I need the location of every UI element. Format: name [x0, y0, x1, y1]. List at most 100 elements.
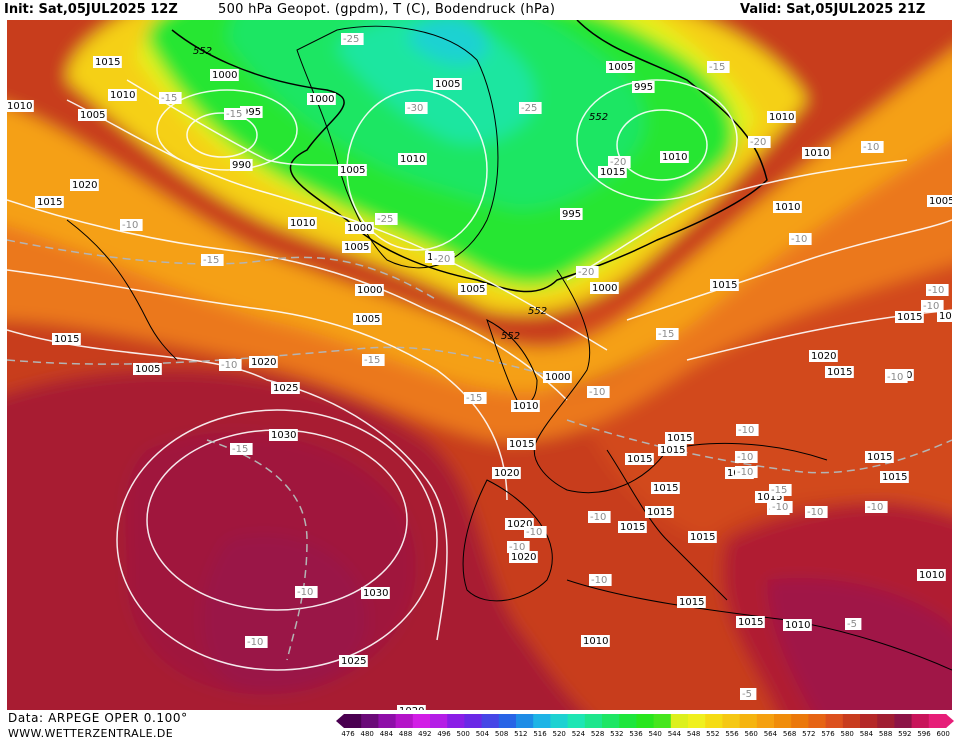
colorbar-tick-label: 600: [936, 730, 950, 738]
isotherm-label: -10: [770, 501, 793, 513]
colorbar-tick-label: 576: [821, 730, 835, 738]
svg-text:-10: -10: [737, 467, 753, 478]
isotherm-label: -10: [865, 501, 888, 513]
isobar-label: 1015: [665, 432, 694, 444]
svg-text:1005: 1005: [435, 79, 460, 90]
svg-text:-15: -15: [226, 109, 242, 120]
isobar-label: 1000: [590, 282, 619, 294]
isotherm-label: -10: [589, 574, 612, 586]
svg-text:-20: -20: [434, 254, 450, 265]
map-footer: Data: ARPEGE OPER 0.100° WWW.WETTERZENTR…: [0, 710, 959, 741]
isobar-label: 1010: [288, 217, 317, 229]
isotherm-label: -20: [608, 156, 631, 168]
svg-text:-15: -15: [771, 485, 787, 496]
isobar-label: 1000: [355, 284, 384, 296]
svg-text:-5: -5: [742, 689, 752, 700]
isobar-label: 1010: [581, 635, 610, 647]
isobar-label: 1030: [269, 429, 298, 441]
isotherm-label: -10: [507, 541, 530, 553]
svg-text:1005: 1005: [80, 110, 105, 121]
geopotential-label-layer: 552 552 552 552: [193, 46, 608, 342]
colorbar-tick-label: 492: [418, 730, 432, 738]
isobar-label: 1015: [658, 444, 687, 456]
colorbar-tick-label: 580: [840, 730, 854, 738]
colorbar-tick-label: 540: [648, 730, 662, 738]
svg-text:-20: -20: [610, 157, 626, 168]
svg-text:-10: -10: [791, 234, 807, 245]
isotherm-label: -15: [362, 354, 385, 366]
colorbar-segment: [670, 714, 689, 728]
isobar-label: 1030: [361, 587, 390, 599]
svg-text:1010: 1010: [662, 152, 687, 163]
isobar-label: 1015: [507, 438, 536, 450]
colorbar-segment: [842, 714, 861, 728]
colorbar-labels: 476 480 484 488 492 496 500 504 508 512 516 520 524 5…: [341, 730, 954, 740]
colorbar-segment: [447, 714, 465, 728]
svg-text:1010: 1010: [7, 101, 32, 112]
svg-text:1010: 1010: [769, 112, 794, 123]
weather-map: 1015 1010 1005 1000 995 990 1000 1005 1010 1005 10…: [7, 20, 952, 710]
colorbar-tick-label: 512: [514, 730, 528, 738]
svg-text:1015: 1015: [757, 492, 782, 503]
svg-text:552: 552: [589, 112, 608, 123]
svg-text:1005: 1005: [340, 165, 365, 176]
isotherm-label: -10: [736, 424, 759, 436]
svg-text:1025: 1025: [273, 383, 298, 394]
svg-text:1005: 1005: [460, 284, 485, 295]
colorbar-tick-label: 508: [494, 730, 509, 738]
colorbar-segment: [533, 714, 551, 728]
svg-text:1015: 1015: [897, 312, 922, 323]
geopotential-label: 552: [589, 112, 608, 123]
colorbar-tick-label: 504: [475, 730, 490, 738]
colorbar-segment: [361, 714, 379, 728]
colorbar-tick-label: 488: [398, 730, 413, 738]
svg-text:1020: 1020: [494, 468, 519, 479]
svg-text:1015: 1015: [712, 280, 737, 291]
svg-text:-15: -15: [203, 255, 219, 266]
colorbar-tick-label: 496: [437, 730, 451, 738]
isobar-label: 1020: [509, 551, 538, 563]
svg-text:1005: 1005: [355, 314, 380, 325]
svg-text:1020: 1020: [511, 552, 536, 563]
isotherm-label: -5: [845, 618, 862, 630]
svg-text:1000: 1000: [357, 285, 382, 296]
isobar-label: 1015: [677, 596, 706, 608]
svg-text:-15: -15: [466, 393, 482, 404]
weather-map-svg: 1015 1010 1005 1000 995 990 1000 1005 1010 1005 10…: [7, 20, 952, 710]
svg-text:1020: 1020: [507, 519, 532, 530]
isobar-label: 1015: [93, 56, 122, 68]
isobar-label: 1015: [880, 471, 909, 483]
isotherm-label: -10: [805, 506, 828, 518]
svg-text:1020: 1020: [399, 706, 424, 710]
colorbar-segment: [430, 714, 448, 728]
isobar-label: 1010: [108, 89, 137, 101]
isobar-label: 1020: [492, 467, 521, 479]
svg-text:-10: -10: [772, 502, 788, 513]
colorbar-segment: [774, 714, 792, 728]
svg-text:1000: 1000: [309, 94, 334, 105]
isotherm-label: -15: [464, 392, 487, 404]
svg-text:1015: 1015: [882, 472, 907, 483]
isobar-label: 1010: [767, 111, 796, 123]
isobar-label: 1015: [825, 366, 854, 378]
isobar-label: 990: [230, 159, 253, 171]
colorbar-segment: [705, 714, 723, 728]
geopotential-label: 552: [193, 46, 212, 57]
isotherm-label: -10: [926, 284, 949, 296]
colorbar-tick-label: 536: [629, 730, 643, 738]
colorbar-tick-label: 528: [590, 730, 605, 738]
isobar-label: 1010: [937, 310, 952, 322]
svg-text:1010: 1010: [785, 620, 810, 631]
isotherm-label: -25: [519, 102, 542, 114]
isotherm-label: -15: [224, 108, 247, 120]
svg-text:1005: 1005: [929, 196, 952, 207]
colorbar-segment: [722, 714, 741, 728]
colorbar-segment: [808, 714, 827, 728]
svg-text:-10: -10: [509, 542, 525, 553]
isobar-label: 1015: [618, 521, 647, 533]
temperature-label-layer: -25 -15 -15 -30 -25 -15 -20 -20 -10 -15 -25 -20 -20 -…: [120, 33, 949, 700]
isotherm-label: -25: [375, 213, 398, 225]
colorbar-segment: [825, 714, 844, 728]
colorbar-segment: [928, 714, 947, 728]
colorbar-tick-label: 500: [456, 730, 470, 738]
